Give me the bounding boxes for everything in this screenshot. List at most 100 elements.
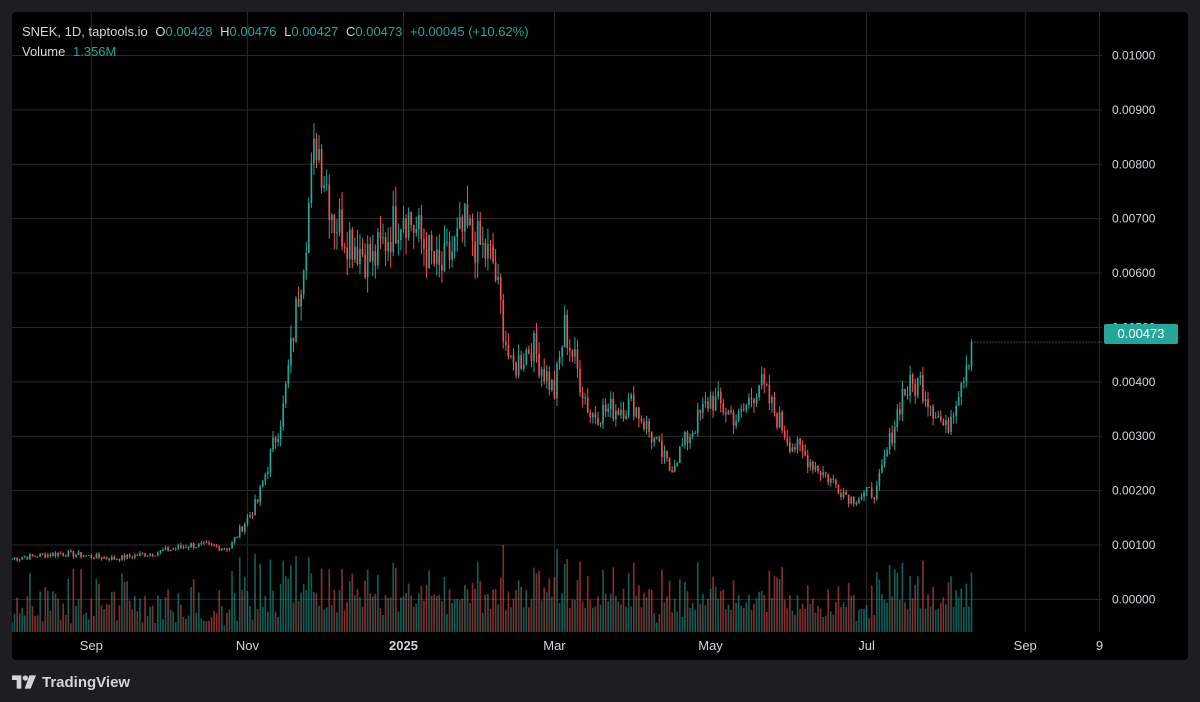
candle-body xyxy=(348,229,351,259)
candle-body xyxy=(599,423,602,425)
volume-bar xyxy=(39,591,41,632)
volume-bar xyxy=(451,603,453,632)
chart-panel[interactable]: 0.000000.001000.002000.003000.004000.005… xyxy=(12,12,1188,660)
price-chart[interactable]: 0.000000.001000.002000.003000.004000.005… xyxy=(12,12,1188,660)
volume-bar xyxy=(318,605,320,632)
volume-bar xyxy=(213,611,215,632)
candle-body xyxy=(215,545,218,547)
volume-bar xyxy=(336,612,338,632)
volume-bar xyxy=(533,567,535,632)
volume-bar xyxy=(182,616,185,632)
volume-bar xyxy=(361,606,364,632)
volume-bar xyxy=(653,613,656,632)
volume-bar xyxy=(446,613,448,632)
volume-bar xyxy=(103,609,105,632)
candle-body xyxy=(551,380,553,390)
candle-body xyxy=(36,556,39,558)
price-tick-label: 0.00200 xyxy=(1112,484,1156,498)
candle-body xyxy=(543,369,546,382)
volume-bar xyxy=(658,614,661,632)
candle-body xyxy=(118,559,121,561)
volume-bar xyxy=(231,571,233,632)
candle-body xyxy=(392,205,395,253)
volume-bar xyxy=(906,609,909,632)
candle-body xyxy=(638,407,640,419)
volume-bar xyxy=(481,612,484,632)
candle-body xyxy=(366,244,369,278)
volume-bar xyxy=(18,613,21,632)
candle-body xyxy=(540,369,543,376)
close-value: 0.00473 xyxy=(355,24,403,39)
volume-bar xyxy=(430,595,433,632)
volume-bar xyxy=(773,575,776,632)
candle-body xyxy=(103,557,105,559)
brand-footer[interactable]: TradingView xyxy=(12,670,130,694)
candle-body xyxy=(54,552,57,556)
candle-body xyxy=(799,438,801,445)
candle-body xyxy=(635,407,638,417)
candle-body xyxy=(535,333,538,355)
volume-bar xyxy=(502,544,505,632)
volume-bar xyxy=(292,602,295,632)
candle-body xyxy=(640,418,643,422)
volume-bar xyxy=(16,597,18,632)
candle-body xyxy=(213,544,215,546)
time-axis[interactable]: Sep Nov 2025 Mar May Jul Sep 9 xyxy=(80,638,1103,653)
volume-bar xyxy=(405,592,407,632)
candle-body xyxy=(369,244,372,262)
candle-body xyxy=(612,398,615,420)
candle-body xyxy=(451,251,453,260)
candle-body xyxy=(154,555,157,557)
candle-body xyxy=(162,549,164,551)
volume-label: Volume xyxy=(22,44,66,59)
candle-body xyxy=(922,375,924,402)
close-label: C xyxy=(345,24,356,39)
candle-body xyxy=(673,465,676,473)
candle-body xyxy=(295,298,297,342)
candle-body xyxy=(52,552,54,556)
candle-body xyxy=(430,235,433,252)
volume-bar xyxy=(300,592,302,632)
candle-body xyxy=(558,356,561,364)
candle-body xyxy=(771,396,773,404)
volume-bar xyxy=(968,606,970,632)
volume-bar xyxy=(412,606,415,632)
volume-bar xyxy=(397,611,400,632)
volume-bar xyxy=(499,577,502,632)
volume-bar xyxy=(72,568,75,632)
candle-body xyxy=(561,347,563,357)
candle-body xyxy=(722,403,725,413)
volume-bar xyxy=(934,610,937,632)
candle-body xyxy=(39,553,41,558)
volume-bar xyxy=(369,593,372,632)
candle-body xyxy=(34,555,36,557)
volume-bar xyxy=(26,596,29,632)
candle-body xyxy=(49,554,52,556)
volume-bar xyxy=(893,569,896,632)
volume-bar xyxy=(41,621,44,632)
candle-body xyxy=(223,548,226,550)
candle-body xyxy=(100,557,103,559)
volume-bar xyxy=(177,593,180,632)
volume-bar xyxy=(530,599,533,632)
candle-body xyxy=(655,437,658,439)
candle-body xyxy=(671,470,673,473)
volume-bar xyxy=(512,598,515,632)
volume-bar xyxy=(57,598,59,632)
volume-bar xyxy=(763,594,766,632)
volume-bar xyxy=(364,580,366,632)
volume-bar xyxy=(837,586,840,632)
volume-bar xyxy=(852,595,855,632)
time-tick-label: Sep xyxy=(80,638,103,653)
candle-body xyxy=(458,217,461,229)
volume-bar xyxy=(389,597,392,632)
candle-body xyxy=(737,411,740,421)
candle-body xyxy=(105,557,108,559)
volume-bar xyxy=(576,580,579,632)
volume-bar xyxy=(287,578,290,632)
volume-bar xyxy=(169,609,172,632)
candle-body xyxy=(735,420,737,426)
volume-bar xyxy=(604,593,607,632)
volume-bar xyxy=(172,611,175,632)
